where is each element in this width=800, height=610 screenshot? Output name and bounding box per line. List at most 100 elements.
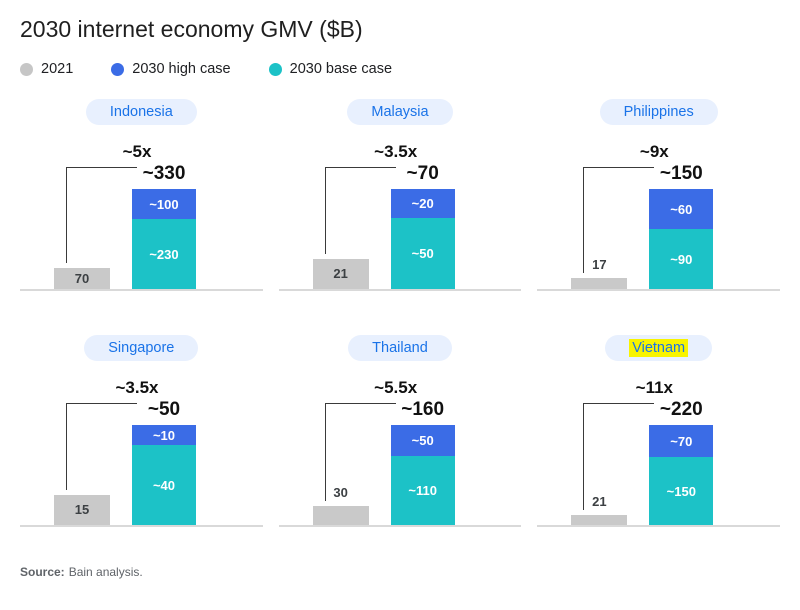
panel-chart: ~3.5x ~50 ~10 ~40 15 [20,377,263,527]
source-label: Source: [20,565,65,579]
legend-label-high-case: 2030 high case [132,61,231,77]
stacked-bar: ~100 ~230 [132,189,196,289]
high-case-value: ~20 [411,196,434,211]
bracket-line [324,403,396,501]
growth-multiplier-label: ~5.5x [374,378,418,397]
total-value-label: ~330 [142,163,186,184]
high-case-segment: ~20 [390,189,455,218]
high-case-segment: ~70 [649,425,714,457]
country-pill: Thailand [348,335,452,361]
legend-item-base-case: 2030 base case [268,61,393,77]
country-pill: Malaysia [347,99,453,125]
value-2021-label: 21 [333,266,348,281]
growth-multiplier-label: ~3.5x [374,142,418,161]
stacked-bar: ~70 ~150 [649,425,714,525]
country-pill: Philippines [599,99,718,125]
value-2021-label: 21 [592,494,607,509]
high-case-value: ~50 [411,433,434,448]
legend-dot-2021-icon [20,62,33,76]
base-case-value: ~40 [152,477,176,493]
high-case-segment: ~100 [132,189,196,219]
base-case-value: ~150 [666,483,696,499]
country-panel: Malaysia ~3.5x ~70 ~20 ~50 21 [278,99,522,291]
panel-chart: ~3.5x ~70 ~20 ~50 21 [278,141,522,291]
country-panel: Thailand ~5.5x ~160 ~50 ~110 30 [278,335,522,527]
value-2021-label: 17 [592,257,607,272]
country-pill: Singapore [84,335,199,361]
country-panel: Philippines ~9x ~150 ~60 ~90 17 [537,99,780,291]
base-case-segment: ~90 [649,229,714,289]
country-pill: Indonesia [85,99,197,125]
high-case-segment: ~50 [390,425,455,456]
bracket-line [66,403,137,490]
stacked-bar: ~50 ~110 [390,425,455,525]
value-2021-label: 70 [74,270,90,286]
legend-item-2021: 2021 [20,61,73,77]
country-pill: Vietnam [605,335,713,361]
stacked-bar: ~10 ~40 [132,425,196,525]
high-case-value: ~10 [152,427,176,443]
base-case-segment: ~230 [132,219,196,289]
total-value-label: ~50 [147,399,181,420]
high-case-segment: ~10 [132,425,196,445]
bracket-line [324,167,396,254]
base-case-segment: ~50 [390,218,455,289]
growth-multiplier-label: ~5x [122,142,152,161]
axis-baseline [278,289,522,291]
high-case-segment: ~60 [649,189,714,229]
panel-chart: ~5x ~330 ~100 ~230 70 [20,141,263,291]
bar-2021 [571,278,628,289]
source-note: Source: Bain analysis. [20,565,800,579]
legend-item-high-case: 2030 high case [111,61,231,77]
country-label: Singapore [108,340,175,356]
bracket-line [583,403,655,510]
high-case-value: ~70 [670,433,693,449]
legend-dot-base-case-icon [268,62,282,76]
legend-dot-high-case-icon [111,62,125,76]
base-case-value: ~230 [149,246,179,262]
country-label: Thailand [372,340,428,356]
base-case-segment: ~40 [132,445,196,525]
axis-baseline [537,289,780,291]
country-label: Philippines [623,104,694,120]
bar-2021 [54,495,110,525]
country-panel: Indonesia ~5x ~330 ~100 ~230 70 [20,99,263,291]
country-label: Malaysia [371,104,429,120]
growth-multiplier-label: ~9x [639,142,669,161]
country-label: Vietnam [629,339,689,357]
panel-chart: ~5.5x ~160 ~50 ~110 30 [278,377,522,527]
base-case-value: ~50 [411,246,434,261]
total-value-label: ~160 [401,399,445,420]
bar-2021 [312,506,369,525]
stacked-bar: ~60 ~90 [649,189,714,289]
bar-2021 [571,515,628,525]
total-value-label: ~70 [406,163,439,184]
legend-label-base-case: 2030 base case [289,61,393,77]
high-case-value: ~100 [149,196,179,212]
country-panel: Singapore ~3.5x ~50 ~10 ~40 15 [20,335,263,527]
base-case-value: ~110 [408,483,437,498]
bar-2021 [312,259,369,289]
axis-baseline [20,289,263,291]
country-panel: Vietnam ~11x ~220 ~70 ~150 21 [537,335,780,527]
panel-chart: ~9x ~150 ~60 ~90 17 [537,141,780,291]
bar-2021 [54,268,110,289]
growth-multiplier-label: ~11x [635,378,673,397]
high-case-value: ~60 [670,201,693,217]
base-case-segment: ~150 [649,457,714,525]
legend-label-2021: 2021 [41,61,74,77]
axis-baseline [20,525,263,527]
total-value-label: ~150 [659,163,703,184]
legend: 2021 2030 high case 2030 base case [20,61,800,77]
axis-baseline [278,525,522,527]
country-label: Indonesia [109,104,173,120]
base-case-segment: ~110 [390,456,455,525]
stacked-bar: ~20 ~50 [390,189,455,289]
value-2021-label: 15 [74,502,90,517]
value-2021-label: 30 [333,485,348,500]
total-value-label: ~220 [659,399,703,420]
growth-multiplier-label: ~3.5x [115,378,159,397]
panels-grid: Indonesia ~5x ~330 ~100 ~230 70 Malaysia… [20,99,780,527]
bracket-line [583,167,655,273]
panel-chart: ~11x ~220 ~70 ~150 21 [537,377,780,527]
